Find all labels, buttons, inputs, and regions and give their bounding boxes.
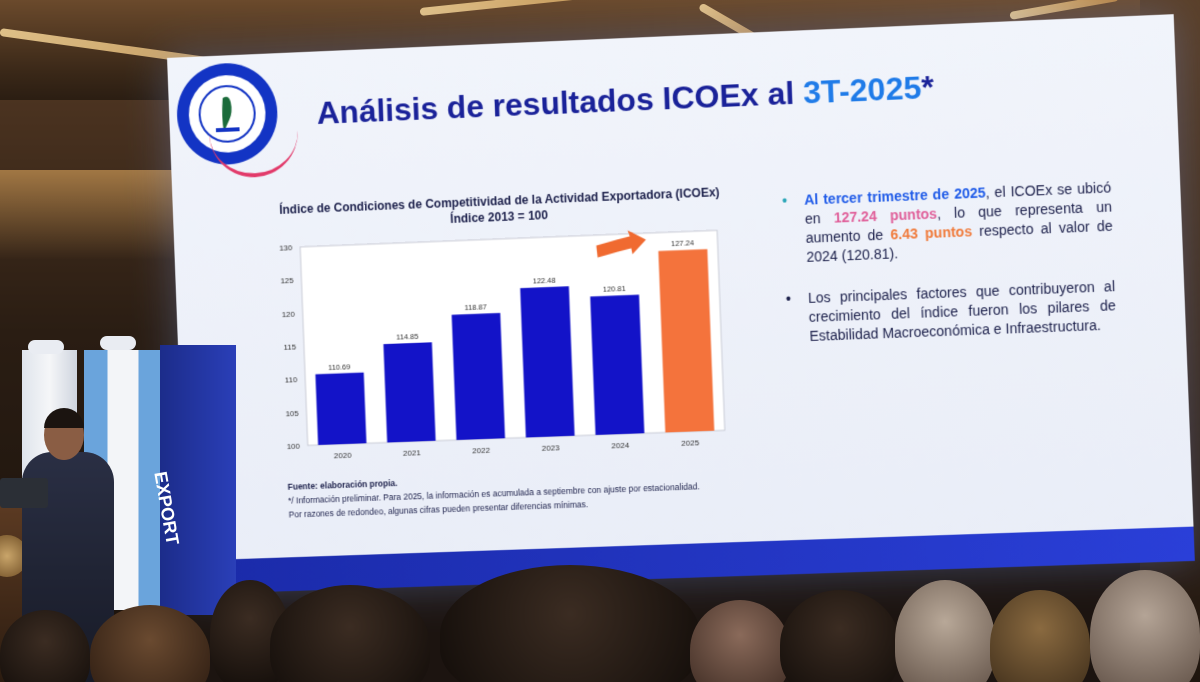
bullet-list: • Al tercer trimestre de 2025, el ICOEx … — [778, 178, 1118, 369]
data-label: 110.69 — [328, 362, 350, 372]
bar-2023 — [520, 286, 575, 438]
slide-title-star: * — [920, 68, 935, 106]
audience-head — [690, 600, 790, 682]
slide-title-accent: 3T-2025 — [802, 69, 923, 111]
bar-2020 — [315, 372, 367, 446]
y-tick-label: 115 — [283, 342, 296, 351]
export-flag — [160, 345, 236, 615]
audience-head — [990, 590, 1090, 682]
y-tick-label: 110 — [285, 375, 298, 384]
y-tick-label: 130 — [279, 243, 293, 253]
audience-head — [270, 585, 430, 682]
slide-title-main: Análisis de resultados ICOEx al — [316, 74, 804, 131]
logo-emblem — [187, 73, 267, 155]
x-tick-label: 2024 — [611, 441, 630, 451]
banguat-logo — [175, 61, 280, 167]
bullet-item: • Al tercer trimestre de 2025, el ICOEx … — [778, 178, 1114, 268]
bullet-highlight-change: 6.43 puntos — [890, 223, 973, 243]
flag-ribbon — [100, 336, 136, 350]
data-label: 118.87 — [464, 302, 487, 312]
bar-2024 — [591, 294, 645, 436]
y-tick-label: 125 — [280, 276, 294, 286]
data-label: 127.24 — [671, 239, 694, 249]
audience-head — [90, 605, 210, 682]
x-tick-label: 2025 — [681, 438, 700, 448]
bar-2025 — [658, 248, 714, 433]
bullet-highlight-value: 127.24 puntos — [833, 205, 938, 226]
audience-head — [1090, 570, 1200, 682]
x-tick-label: 2020 — [334, 451, 352, 461]
arrow-icon — [597, 230, 647, 258]
x-tick-label: 2023 — [542, 443, 561, 453]
data-label: 122.48 — [533, 276, 556, 286]
audience-head — [440, 565, 700, 682]
projection-screen: Análisis de resultados ICOEx al 3T-2025*… — [167, 14, 1195, 595]
wall-glow — [0, 170, 185, 260]
bullet-item: • Los principales factores que contribuy… — [782, 277, 1117, 347]
flag-ribbon — [28, 340, 64, 354]
audience — [0, 560, 1200, 682]
bar-2022 — [451, 312, 506, 441]
speaker-hair — [44, 408, 84, 428]
bullet-text: Los principales factores que contribuyer… — [807, 278, 1117, 344]
audience-head — [895, 580, 995, 682]
y-tick-label: 105 — [285, 409, 299, 418]
logo-swoosh — [208, 121, 300, 180]
y-tick-label: 100 — [287, 442, 301, 451]
bar-2021 — [383, 342, 436, 443]
chart-notes: Fuente: elaboración propia. */ Informaci… — [287, 465, 700, 521]
data-label: 114.85 — [396, 332, 418, 342]
x-tick-label: 2021 — [403, 448, 422, 458]
audience-head — [780, 590, 900, 682]
x-tick-label: 2022 — [472, 446, 491, 456]
laptop — [0, 478, 48, 508]
data-label: 120.81 — [603, 284, 626, 294]
bullet-dot-icon: • — [785, 290, 792, 307]
bar-chart: 100 105 110 115 120 125 130 110.69 114.85 118.87… — [279, 220, 746, 461]
quetzal-icon — [197, 83, 258, 145]
y-tick-label: 120 — [282, 309, 296, 319]
bullet-dot-icon: • — [781, 192, 788, 209]
audience-head — [0, 610, 90, 682]
slide-title: Análisis de resultados ICOEx al 3T-2025* — [316, 69, 934, 132]
